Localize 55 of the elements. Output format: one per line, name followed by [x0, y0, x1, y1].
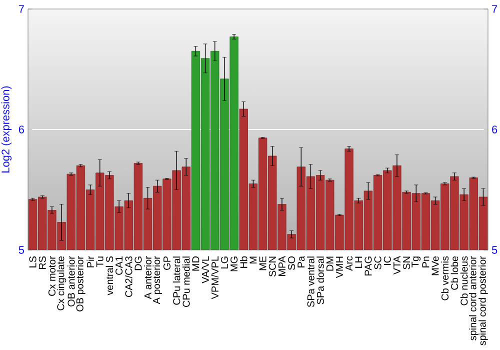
- x-tick-label: VA/VL: [202, 256, 209, 284]
- x-tick-label: DG: [134, 256, 142, 270]
- x-tick-label: spinal cord anterior: [468, 256, 478, 340]
- y2-tick-label: 7: [492, 5, 498, 13]
- x-tick-label: MG: [230, 256, 238, 272]
- x-tick-label: OB anterior: [67, 256, 75, 306]
- x-tick-label: SPa dorsal: [316, 256, 324, 304]
- x-tick-label: Pn: [422, 256, 430, 268]
- x-tick-label: Cb vermis: [441, 256, 449, 300]
- y2-tick-label: 5: [492, 246, 498, 254]
- x-tick-label: RS: [38, 256, 46, 269]
- x-tick-label: VMH: [336, 256, 343, 278]
- x-tick-label: DM: [326, 256, 334, 271]
- y2-tick-label: 6: [492, 126, 498, 134]
- x-tick-label: Pa: [298, 256, 305, 268]
- x-tick-label: CA1: [116, 256, 123, 275]
- x-tick-label: IC: [384, 256, 391, 265]
- x-tick-label: Cb lobe: [450, 256, 458, 290]
- x-tick-label: Tu: [96, 256, 104, 267]
- x-tick-label: MD: [192, 256, 200, 271]
- x-tick-label: Pir: [86, 256, 94, 268]
- y-tick-label: 7: [18, 5, 24, 13]
- y-tick-label: 6: [18, 126, 24, 134]
- x-tick-label: MVe: [432, 256, 439, 276]
- x-tick-label: A anterior: [144, 256, 152, 300]
- x-tick-label: M: [250, 256, 257, 264]
- x-tick-label: LG: [220, 256, 228, 268]
- x-tick-label: CA2/CA3: [124, 256, 132, 297]
- x-tick-label: SC: [374, 256, 382, 270]
- x-tick-label: Cb nucleus: [460, 256, 468, 306]
- x-tick-label: OB posterior: [76, 256, 86, 312]
- x-tick-label: Arc: [346, 256, 353, 271]
- y-tick-label: 5: [18, 246, 24, 254]
- x-tick-label: spinal cord posterior: [478, 256, 488, 346]
- x-tick-label: SCN: [268, 256, 276, 277]
- x-tick-label: VTA: [394, 256, 400, 275]
- x-tick-label: LS: [29, 256, 36, 268]
- x-tick-label: Cx cingulate: [56, 256, 66, 310]
- x-tick-label: VPM/VPL: [211, 256, 219, 300]
- x-tick-label: SN: [403, 256, 410, 270]
- x-tick-label: CPu lateral: [172, 256, 180, 305]
- x-tick-label: LH: [355, 256, 362, 268]
- x-tick-label: A posterior: [152, 256, 162, 304]
- x-tick-label: SO: [288, 256, 296, 270]
- x-tick-label: Tg: [412, 256, 421, 268]
- x-tick-label: CPu medial: [182, 256, 190, 307]
- x-tick-label: SPa ventral: [307, 256, 314, 307]
- x-tick-label: MPA: [278, 256, 286, 276]
- y-axis-title: Log2 (expression): [1, 86, 12, 172]
- x-tick-label: GP: [163, 256, 170, 270]
- x-tick-label: Hb: [240, 256, 248, 268]
- x-tick-label: ventral S: [106, 256, 114, 296]
- x-tick-label: ME: [259, 256, 266, 270]
- x-tick-label: Cx motor: [48, 256, 56, 296]
- x-tick-label: PAG: [364, 256, 372, 276]
